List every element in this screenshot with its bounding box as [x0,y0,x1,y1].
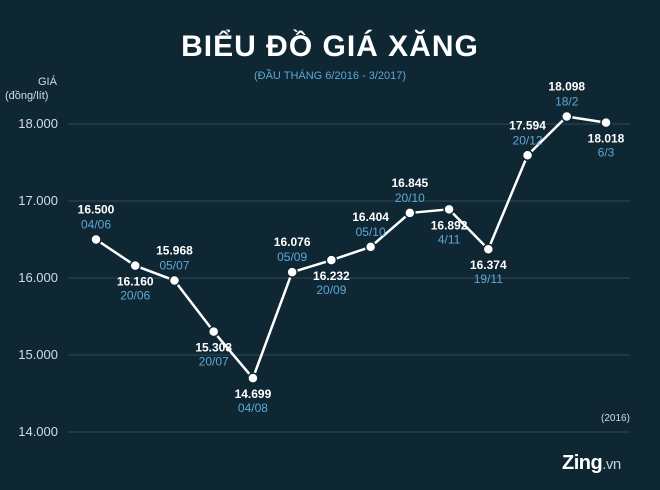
y-tick-label: 18.000 [18,116,58,131]
data-value-label: 16.160 [117,275,154,289]
data-date-label: 6/3 [598,146,615,160]
data-value-label: 16.500 [78,203,115,217]
data-point [247,372,259,384]
data-date-label: 20/06 [120,289,150,303]
data-date-label: 20/07 [199,355,229,369]
year-footnote: (2016) [601,413,630,424]
series-line-path [95,115,607,380]
data-point [364,241,377,253]
data-point [521,149,534,162]
data-value-label: 18.018 [588,132,625,146]
data-date-label: 18/2 [555,94,579,108]
data-point [561,110,573,123]
data-point [168,274,181,287]
data-point [90,233,102,246]
y-tick-label: 15.000 [18,347,58,362]
data-labels: 16.50004/0616.16020/0615.96805/0715.3032… [78,79,625,415]
y-tick-label: 17.000 [18,193,58,208]
data-point [443,203,455,216]
data-point [325,254,338,266]
data-date-label: 04/08 [238,401,268,415]
data-point [600,116,612,129]
data-points [90,110,612,384]
data-value-label: 15.968 [156,243,193,257]
chart-subtitle: (ĐẦU THÁNG 6/2016 - 3/2017) [253,70,407,82]
data-date-label: 20/09 [316,283,346,297]
data-date-label: 05/10 [356,225,386,239]
data-value-label: 16.076 [274,235,311,249]
data-value-label: 14.699 [235,387,272,401]
data-point [286,266,298,278]
data-value-label: 15.303 [195,341,232,355]
y-tick-label: 14.000 [18,424,58,439]
series-line [95,115,607,380]
data-date-label: 4/11 [438,232,461,246]
data-value-label: 18.098 [548,79,585,93]
y-axis-label: GIÁ [38,76,57,88]
y-axis-unit-label: (đồng/lít) [5,90,49,102]
data-point [207,325,220,338]
data-date-label: 04/06 [81,218,111,232]
data-point [404,207,416,219]
data-date-label: 20/12 [513,133,543,147]
data-value-label: 16.892 [431,218,468,232]
data-value-label: 16.374 [470,258,507,272]
data-date-label: 19/11 [474,272,503,286]
data-value-label: 16.404 [352,210,389,224]
logo-domain: .vn [602,456,621,473]
zing-logo: Zing.vn [562,452,621,475]
data-point [482,243,495,255]
data-date-label: 20/10 [395,191,425,205]
data-value-label: 16.845 [391,176,428,190]
grid-lines [68,123,630,433]
data-value-label: 17.594 [509,118,546,132]
data-date-label: 05/07 [159,258,189,272]
y-tick-label: 16.000 [18,270,58,285]
data-value-label: 16.232 [313,269,350,283]
y-tick-labels: 14.000 15.000 16.000 17.000 18.000 [18,116,58,439]
logo-text: Zing [562,452,603,474]
data-point [129,259,141,272]
data-date-label: 05/09 [277,250,307,264]
chart-title: BIỂU ĐỒ GIÁ XĂNG [181,30,479,63]
